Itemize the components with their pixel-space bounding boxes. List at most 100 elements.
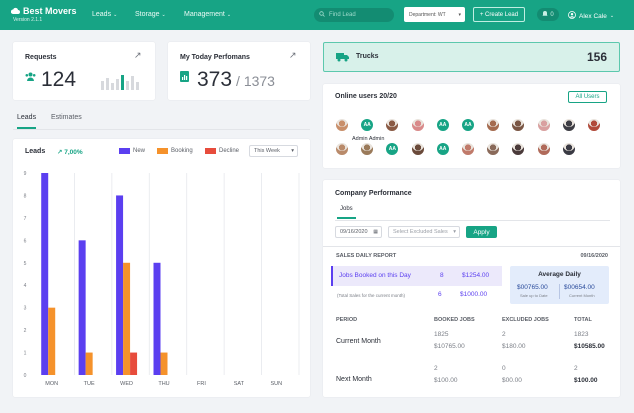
row-period: Next Month — [336, 376, 372, 383]
department-label: Department: WT — [409, 11, 446, 18]
avatar[interactable] — [537, 143, 550, 155]
avatar[interactable]: AA — [462, 119, 474, 131]
chevron-down-icon: ▾ — [458, 11, 461, 18]
row-period: Current Month — [336, 338, 381, 345]
online-users-card: Online users 20/20 All Users AA AA AA AA AA … — [323, 84, 620, 168]
requests-card: Requests ↗ 124 — [13, 42, 155, 100]
avatar[interactable] — [562, 119, 575, 131]
legend-swatch-new — [119, 148, 130, 154]
avatar[interactable] — [361, 143, 374, 155]
document-chart-icon — [180, 71, 189, 84]
x-tick-label: WED — [120, 381, 133, 387]
avatar[interactable] — [386, 119, 399, 131]
nav-storage[interactable]: Storage ⌄ — [135, 11, 166, 18]
avatar[interactable] — [487, 119, 500, 131]
create-lead-button[interactable]: + Create Lead — [473, 7, 525, 22]
total-label: (Total Sales for the current month) — [337, 293, 406, 298]
avatar-tooltip: Admin Admin — [352, 136, 385, 142]
row-total-value: $100.00 — [574, 377, 598, 384]
row-booked-value: $100.00 — [434, 377, 458, 384]
period-select[interactable]: This Week ▾ — [249, 145, 298, 157]
excluded-sales-select[interactable]: Select Excluded Sales ▾ — [388, 226, 460, 238]
nav-leads[interactable]: Leads ⌄ — [92, 11, 117, 18]
notifications-button[interactable]: 0 — [537, 8, 559, 21]
leads-change: ↗ 7,00% — [57, 148, 83, 156]
avatar[interactable] — [487, 143, 500, 155]
avatar[interactable]: AA — [386, 143, 399, 155]
brand[interactable]: Best Movers Version 2.1.1 — [10, 6, 77, 23]
legend-swatch-booking — [157, 148, 168, 154]
avatar[interactable] — [588, 119, 600, 131]
requests-title: Requests — [25, 54, 57, 61]
booked-row: Jobs Booked on this Day 8 $1254.00 — [331, 266, 502, 286]
apply-button[interactable]: Apply — [466, 226, 497, 238]
avatar[interactable] — [411, 143, 424, 155]
nav-management-label: Management — [184, 11, 225, 18]
performance-value: 373 / 1373 — [197, 68, 275, 92]
legend-label-decline: Decline — [219, 148, 240, 154]
avatar[interactable] — [336, 143, 348, 155]
requests-value: 124 — [41, 68, 77, 91]
bar-new — [116, 195, 124, 375]
bar-booking — [123, 262, 131, 375]
avatar[interactable]: AA — [361, 119, 374, 131]
arrow-up-right-icon[interactable]: ↗ — [289, 50, 297, 60]
booked-amount: $1254.00 — [462, 272, 490, 279]
avg-month-value: $00654.00 — [564, 284, 595, 291]
report-date: 09/16/2020 — [580, 253, 608, 259]
chevron-down-icon: ⌄ — [161, 11, 166, 18]
row-total-count: 1823 — [574, 331, 589, 338]
tab-leads[interactable]: Leads — [17, 114, 37, 129]
avatar[interactable] — [537, 119, 550, 131]
legend-decline: Decline — [205, 148, 239, 154]
bar-booking — [160, 352, 168, 375]
y-tick-label: 2 — [24, 328, 27, 334]
avatar[interactable] — [512, 143, 525, 155]
nav-management[interactable]: Management ⌄ — [184, 11, 231, 18]
legend-new: New — [119, 148, 145, 154]
date-input[interactable]: 09/16/2020 ▦ — [335, 226, 382, 238]
header-excluded: EXCLUDED JOBS — [502, 317, 549, 323]
search-input[interactable]: Find Lead — [314, 8, 394, 22]
arrow-up-right-icon[interactable]: ↗ — [134, 50, 142, 60]
divider — [323, 246, 620, 247]
avatar[interactable] — [462, 143, 474, 155]
legend-swatch-decline — [205, 148, 216, 154]
row-excluded-count: 0 — [502, 365, 506, 372]
performance-total: / 1373 — [236, 73, 275, 89]
avatar[interactable] — [411, 119, 424, 131]
row-excluded-value: $00.00 — [502, 377, 522, 384]
y-tick-label: 1 — [24, 351, 27, 357]
chevron-down-icon: ▾ — [291, 148, 294, 154]
tab-estimates[interactable]: Estimates — [51, 114, 82, 121]
top-bar: Best Movers Version 2.1.1 Leads ⌄ Storage… — [0, 0, 634, 30]
booked-count: 8 — [440, 272, 444, 279]
avatar[interactable] — [512, 119, 525, 131]
company-performance-card: Company Performance Jobs 09/16/2020 ▦ Se… — [323, 180, 620, 397]
avatar[interactable] — [562, 143, 575, 155]
user-menu[interactable]: Alex Cale ⌄ — [568, 11, 614, 21]
search-placeholder: Find Lead — [329, 12, 356, 18]
row-total-count: 2 — [574, 365, 578, 372]
user-icon — [568, 11, 576, 21]
leads-chart-title: Leads — [25, 148, 46, 155]
avatar[interactable]: AA — [436, 143, 449, 155]
app-version: Version 2.1.1 — [13, 17, 43, 23]
y-tick-label: 9 — [24, 171, 27, 177]
total-amount: $1000.00 — [460, 291, 488, 298]
truck-icon — [336, 52, 349, 64]
y-tick-label: 5 — [24, 261, 27, 267]
avatar[interactable]: AA — [436, 119, 449, 131]
notification-count: 0 — [550, 11, 554, 18]
tab-jobs[interactable]: Jobs — [337, 206, 356, 219]
all-users-button[interactable]: All Users — [568, 91, 607, 103]
date-value: 09/16/2020 — [340, 229, 368, 235]
divider — [335, 220, 610, 221]
trucks-card[interactable]: Trucks 156 — [323, 42, 620, 72]
avatar[interactable] — [336, 119, 348, 131]
period-label: This Week — [254, 148, 280, 154]
leads-bar-chart: 0 1 2 3 4 5 6 7 8 9 MON TUE WED THU FRI SAT SUN — [24, 171, 300, 387]
department-select[interactable]: Department: WT ▾ — [404, 7, 465, 22]
x-tick-label: SUN — [270, 381, 282, 387]
avg-sale-label: Sale up to Date — [520, 293, 548, 298]
